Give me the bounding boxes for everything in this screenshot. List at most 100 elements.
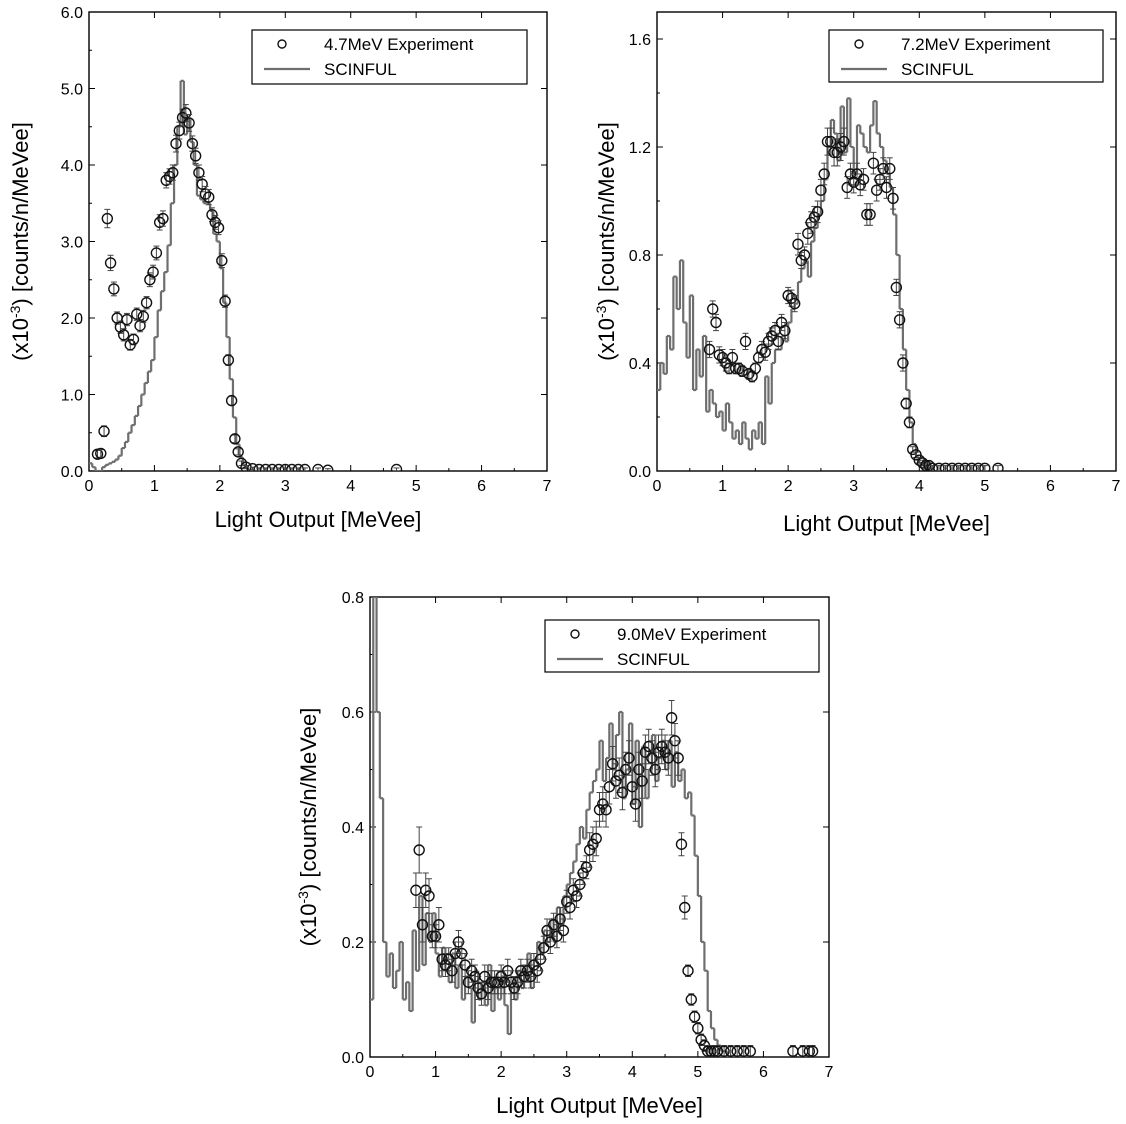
data-point bbox=[528, 959, 540, 971]
data-point bbox=[259, 463, 272, 471]
y-tick-label: 6.0 bbox=[61, 5, 83, 22]
y-axis-title-suffix: ) [counts/n/MeVee] bbox=[8, 122, 33, 305]
y-tick-label: 3.0 bbox=[61, 235, 83, 252]
data-point bbox=[739, 335, 752, 348]
y-axis-title: (x10-3) [counts/n/MeVee] bbox=[593, 122, 619, 361]
data-point bbox=[724, 1045, 737, 1057]
data-point bbox=[577, 867, 589, 879]
legend-label-experiment: 9.0MeV Experiment bbox=[617, 625, 767, 644]
data-point bbox=[131, 308, 143, 320]
x-tick-label: 1 bbox=[150, 478, 159, 495]
data-point bbox=[590, 832, 602, 845]
x-axis-title: Light Output [MeVee] bbox=[215, 507, 422, 532]
data-point bbox=[685, 993, 697, 1006]
data-point bbox=[465, 965, 478, 977]
legend-marker-experiment bbox=[277, 39, 287, 49]
data-point bbox=[933, 462, 945, 471]
data-point bbox=[567, 884, 579, 896]
y-axis-title-prefix: (x10 bbox=[594, 318, 619, 361]
data-point bbox=[587, 838, 599, 850]
x-tick-label: 0 bbox=[85, 478, 94, 495]
x-tick-label: 2 bbox=[784, 478, 793, 495]
data-point bbox=[792, 238, 804, 250]
data-point bbox=[926, 462, 939, 471]
data-point bbox=[806, 1045, 819, 1057]
legend-label-experiment: 4.7MeV Experiment bbox=[324, 35, 474, 54]
legend-label-scinful: SCINFUL bbox=[617, 650, 690, 669]
x-tick-label: 2 bbox=[215, 478, 224, 495]
x-tick-label: 1 bbox=[718, 478, 727, 495]
legend: 7.2MeV Experiment SCINFUL bbox=[828, 29, 1104, 83]
data-point bbox=[173, 124, 185, 137]
y-axis-title: (x10-3) [counts/n/MeVee] bbox=[295, 708, 321, 947]
data-point bbox=[893, 314, 906, 326]
data-point bbox=[616, 786, 629, 799]
data-point bbox=[485, 976, 498, 988]
x-tick-label: 7 bbox=[1112, 478, 1121, 495]
x-tick-label: 0 bbox=[366, 1064, 375, 1081]
data-point bbox=[738, 1045, 750, 1057]
data-point bbox=[821, 135, 834, 148]
data-point bbox=[108, 283, 120, 295]
data-point bbox=[731, 1045, 743, 1057]
data-point bbox=[117, 329, 130, 341]
data-point bbox=[544, 936, 557, 948]
x-tick-label: 7 bbox=[543, 478, 552, 495]
data-point bbox=[992, 462, 1004, 471]
data-point bbox=[232, 446, 244, 458]
data-point bbox=[903, 416, 916, 429]
data-point bbox=[216, 254, 228, 267]
legend-label-experiment: 7.2MeV Experiment bbox=[901, 35, 1051, 54]
data-point bbox=[420, 884, 432, 896]
data-point bbox=[492, 976, 504, 988]
data-point bbox=[557, 924, 570, 937]
data-point bbox=[286, 463, 298, 471]
data-point bbox=[705, 1045, 717, 1057]
data-point bbox=[887, 192, 899, 205]
y-axis: 0.0 0.2 0.4 0.6 0.8 bbox=[342, 590, 829, 1067]
data-point bbox=[593, 804, 606, 816]
data-point bbox=[104, 257, 117, 269]
y-tick-label: 0.0 bbox=[342, 1050, 364, 1067]
data-point bbox=[206, 209, 218, 221]
x-tick-label: 6 bbox=[477, 478, 486, 495]
data-point bbox=[688, 1011, 701, 1023]
data-point bbox=[733, 362, 745, 375]
y-tick-label: 0.8 bbox=[342, 590, 364, 607]
data-point bbox=[642, 740, 655, 753]
data-point bbox=[193, 166, 205, 179]
data-point bbox=[939, 462, 952, 471]
data-point bbox=[692, 1022, 704, 1034]
data-point bbox=[446, 965, 458, 977]
data-point bbox=[864, 208, 876, 221]
legend-marker-experiment bbox=[854, 39, 864, 49]
data-point bbox=[838, 135, 850, 148]
data-point bbox=[966, 462, 978, 471]
x-tick-label: 7 bbox=[825, 1064, 834, 1081]
data-point bbox=[672, 752, 684, 764]
data-point bbox=[682, 965, 694, 977]
data-point bbox=[203, 191, 215, 203]
data-point bbox=[636, 775, 648, 787]
data-point bbox=[772, 335, 785, 348]
y-tick-label: 0.2 bbox=[342, 935, 364, 952]
y-tick-label: 0.6 bbox=[342, 705, 364, 722]
x-axis: 0 1 2 3 4 5 6 7 bbox=[85, 12, 552, 495]
legend: 9.0MeV Experiment SCINFUL bbox=[544, 619, 820, 673]
x-tick-label: 3 bbox=[849, 478, 858, 495]
data-point bbox=[583, 844, 596, 856]
chart-panel-1: 0 1 2 3 4 5 6 7 0.0 1.0 2.0 3.0 4.0 5.0 6.0 Light Outpu… bbox=[7, 5, 552, 532]
data-point bbox=[225, 394, 238, 407]
data-point bbox=[600, 804, 612, 816]
data-point bbox=[551, 930, 563, 942]
data-point bbox=[157, 212, 169, 225]
y-axis-title: (x10-3) [counts/n/MeVee] bbox=[7, 122, 33, 361]
data-point bbox=[163, 170, 176, 183]
data-point bbox=[153, 216, 166, 229]
y-axis: 0.0 1.0 2.0 3.0 4.0 5.0 6.0 bbox=[61, 5, 547, 481]
x-tick-label: 6 bbox=[759, 1064, 768, 1081]
data-point bbox=[253, 463, 265, 471]
data-point bbox=[946, 462, 958, 471]
y-tick-label: 1.6 bbox=[629, 32, 651, 49]
